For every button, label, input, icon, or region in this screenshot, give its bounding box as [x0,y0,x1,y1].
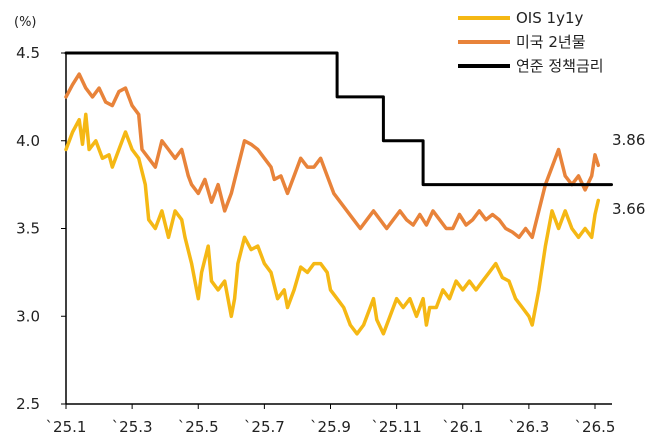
x-tick-label: `25.3 [112,418,153,436]
legend-label-us2y: 미국 2년물 [516,33,586,51]
end-labels: 3.66 3.86 [612,131,645,218]
x-tick-label: `25.7 [244,418,285,436]
end-label-ois: 3.66 [612,200,645,218]
x-tick-label: `25.1 [46,418,87,436]
legend: OIS 1y1y 미국 2년물 연준 정책금리 [458,9,604,75]
y-axis-ticks: 2.5 3.0 3.5 4.0 4.5 [16,44,66,413]
y-axis-unit: (%) [14,15,37,30]
x-tick-label: `25.11 [371,418,421,436]
x-tick-label: `26.1 [442,418,483,436]
legend-label-ois: OIS 1y1y [516,9,583,27]
x-tick-label: `25.9 [310,418,351,436]
y-tick-label: 3.5 [16,220,40,238]
series-line-us-2y [64,72,601,240]
y-tick-label: 2.5 [16,395,40,413]
y-tick-label: 4.0 [16,132,40,150]
x-tick-label: `26.5 [575,418,616,436]
x-tick-label: `26.3 [508,418,549,436]
series-layer [64,51,613,336]
x-axis-ticks: `25.1 `25.3 `25.5 `25.7 `25.9 `25.11 `26.1 `26.… [46,404,616,436]
y-tick-label: 3.0 [16,307,40,325]
series-line-ois-1y1y [64,112,601,336]
end-label-us2y: 3.86 [612,131,645,149]
legend-label-fed: 연준 정책금리 [516,57,604,75]
x-tick-label: `25.5 [178,418,219,436]
series-line-fed-rate [64,51,613,187]
y-tick-label: 4.5 [16,44,40,62]
